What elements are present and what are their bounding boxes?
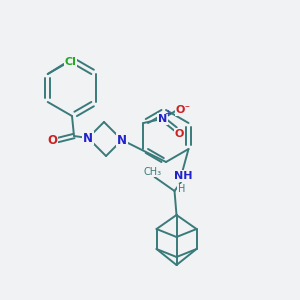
- Text: O: O: [47, 134, 57, 146]
- Text: N: N: [158, 114, 167, 124]
- Text: O: O: [175, 129, 184, 139]
- Text: –: –: [184, 101, 189, 111]
- Text: Cl: Cl: [65, 57, 77, 67]
- Text: N: N: [83, 131, 93, 145]
- Text: O: O: [176, 105, 185, 115]
- Text: N: N: [117, 134, 127, 146]
- Text: CH₃: CH₃: [143, 167, 162, 177]
- Text: +: +: [164, 110, 171, 118]
- Text: H: H: [178, 184, 185, 194]
- Text: NH: NH: [174, 171, 193, 181]
